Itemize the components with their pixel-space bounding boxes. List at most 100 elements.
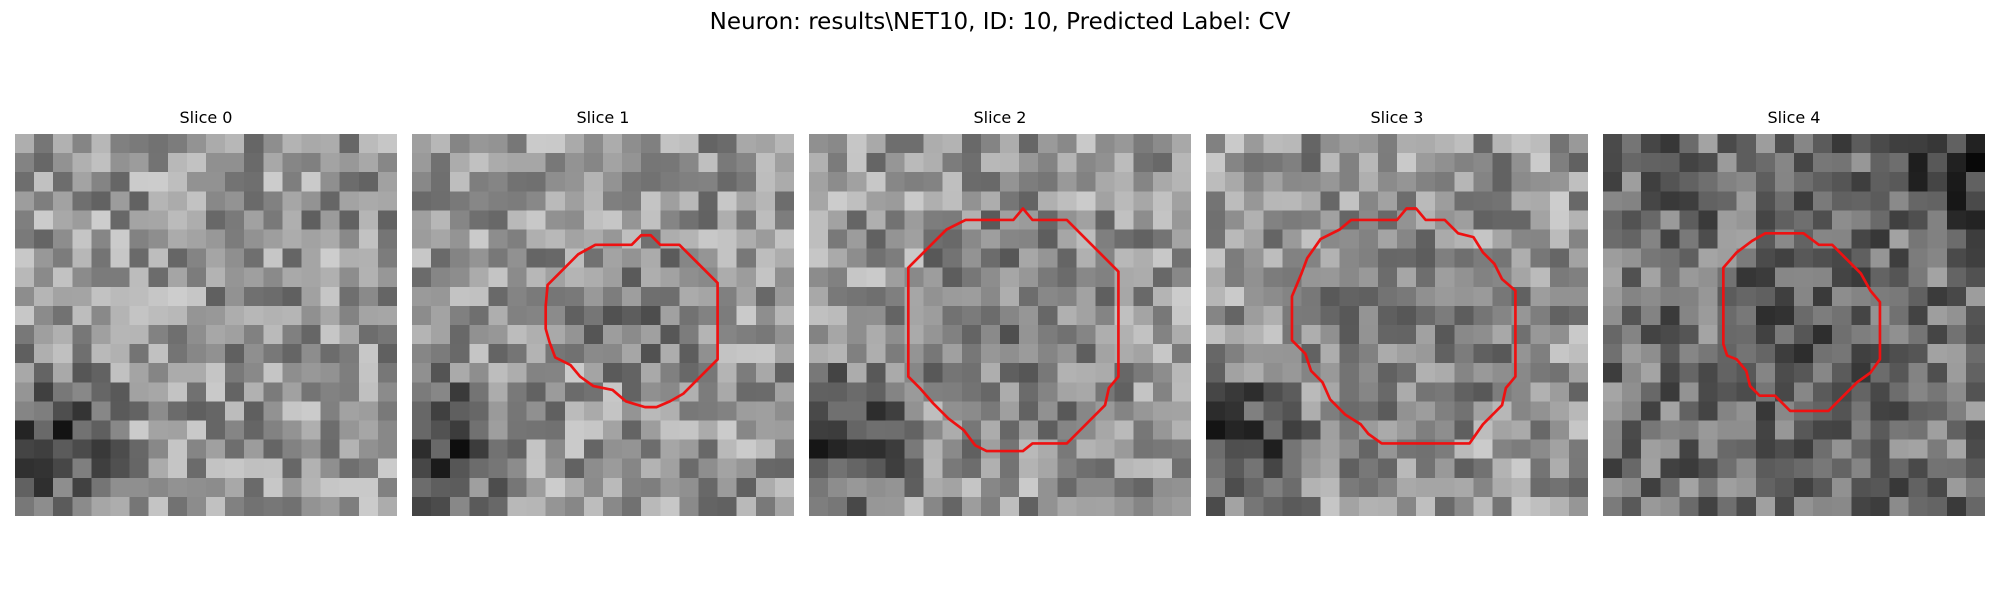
pixel xyxy=(1377,458,1398,479)
pixel xyxy=(1794,153,1814,173)
pixel xyxy=(301,134,321,154)
pixel xyxy=(1698,229,1718,249)
pixel xyxy=(622,210,642,230)
pixel xyxy=(847,382,867,402)
pixel xyxy=(545,325,566,345)
pixel xyxy=(1152,191,1173,211)
pixel xyxy=(450,229,470,249)
pixel xyxy=(1679,210,1699,230)
pixel xyxy=(942,363,963,383)
pixel xyxy=(774,458,794,479)
pixel xyxy=(1660,191,1680,211)
pixel xyxy=(1889,267,1909,288)
pixel xyxy=(244,382,264,402)
pixel xyxy=(1568,191,1588,211)
pixel xyxy=(339,496,360,516)
slice-title-3: Slice 3 xyxy=(1370,108,1424,127)
pixel xyxy=(1076,286,1096,307)
pixel xyxy=(866,134,886,154)
pixel xyxy=(583,267,604,288)
pixel xyxy=(736,496,757,516)
pixel xyxy=(1851,363,1871,383)
pixel xyxy=(1358,420,1379,440)
pixel xyxy=(1492,172,1512,192)
pixel xyxy=(450,401,470,421)
pixel xyxy=(1225,229,1245,249)
pixel xyxy=(583,363,604,383)
pixel xyxy=(755,229,776,249)
pixel xyxy=(679,344,699,364)
pixel xyxy=(660,248,680,269)
pixel xyxy=(603,134,623,154)
pixel xyxy=(1530,248,1551,269)
pixel xyxy=(412,344,432,364)
pixel xyxy=(34,325,54,345)
pixel xyxy=(1908,134,1929,154)
pixel xyxy=(622,267,642,288)
pixel xyxy=(1908,305,1929,326)
pixel xyxy=(698,210,718,230)
pixel xyxy=(507,363,527,383)
pixel xyxy=(339,420,360,440)
pixel xyxy=(1435,477,1455,498)
pixel xyxy=(1813,344,1833,364)
pixel xyxy=(1908,363,1929,383)
pixel xyxy=(698,267,718,288)
pixel xyxy=(1473,325,1493,345)
pixel xyxy=(1603,153,1623,173)
pixel xyxy=(564,153,585,173)
pixel xyxy=(1000,153,1020,173)
pixel xyxy=(866,172,886,192)
pixel xyxy=(603,305,623,326)
pixel xyxy=(698,153,718,173)
pixel xyxy=(583,325,604,345)
pixel xyxy=(660,134,680,154)
pixel xyxy=(1660,382,1680,402)
pixel xyxy=(1454,363,1474,383)
pixel xyxy=(1755,134,1776,154)
pixel xyxy=(91,286,111,307)
pixel xyxy=(34,382,54,402)
pixel xyxy=(545,286,566,307)
pixel xyxy=(1076,210,1096,230)
pixel xyxy=(774,248,794,269)
pixel xyxy=(1114,134,1135,154)
pixel xyxy=(736,344,757,364)
pixel xyxy=(1320,439,1341,460)
pixel xyxy=(545,191,566,211)
pixel xyxy=(1889,305,1909,326)
pixel xyxy=(91,344,111,364)
pixel xyxy=(53,134,73,154)
pixel xyxy=(809,134,829,154)
pixel xyxy=(225,267,245,288)
pixel xyxy=(1794,267,1814,288)
pixel xyxy=(1171,344,1191,364)
pixel xyxy=(885,172,905,192)
pixel xyxy=(1736,191,1757,211)
pixel xyxy=(244,286,264,307)
pixel xyxy=(1813,477,1833,498)
pixel xyxy=(1622,134,1642,154)
pixel xyxy=(1473,439,1493,460)
pixel xyxy=(1320,344,1341,364)
pixel xyxy=(1679,172,1699,192)
pixel xyxy=(431,439,451,460)
pixel xyxy=(603,191,623,211)
pixel xyxy=(1152,344,1173,364)
pixel xyxy=(1435,344,1455,364)
pixel xyxy=(1927,458,1948,479)
pixel xyxy=(1641,382,1661,402)
pixel xyxy=(526,267,547,288)
pixel xyxy=(564,134,585,154)
pixel xyxy=(282,248,302,269)
pixel xyxy=(961,325,982,345)
pixel xyxy=(1889,401,1909,421)
pixel xyxy=(1568,344,1588,364)
pixel xyxy=(320,420,341,440)
pixel xyxy=(1774,172,1795,192)
contour-outline xyxy=(1721,231,1882,413)
pixel xyxy=(225,344,245,364)
pixel xyxy=(1641,458,1661,479)
pixel xyxy=(72,134,92,154)
pixel xyxy=(1492,134,1512,154)
